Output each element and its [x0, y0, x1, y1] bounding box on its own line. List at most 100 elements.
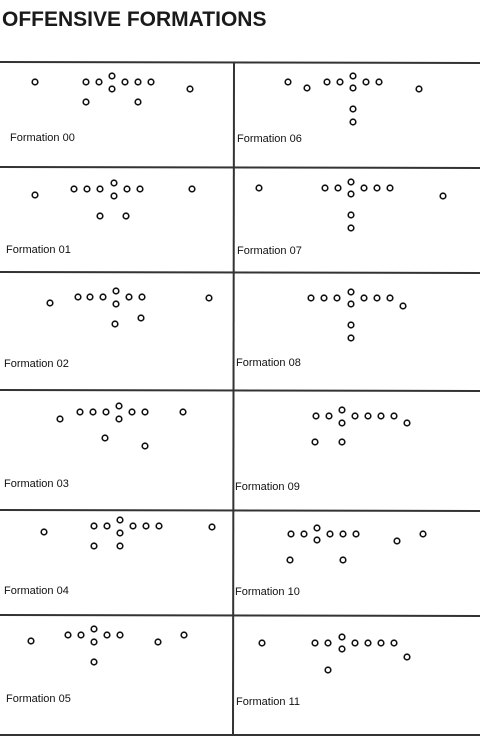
- player-marker: [89, 408, 97, 416]
- player-marker: [312, 412, 320, 420]
- player-marker: [320, 294, 328, 302]
- player-marker: [70, 185, 78, 193]
- player-marker: [90, 658, 98, 666]
- player-marker: [364, 412, 372, 420]
- player-marker: [108, 72, 116, 80]
- player-marker: [76, 408, 84, 416]
- player-marker: [122, 212, 130, 220]
- player-marker: [123, 185, 131, 193]
- player-marker: [134, 98, 142, 106]
- player-marker: [333, 294, 341, 302]
- page-title: OFFENSIVE FORMATIONS: [2, 8, 266, 31]
- rule: [0, 389, 480, 392]
- player-marker: [40, 528, 48, 536]
- player-marker: [284, 78, 292, 86]
- player-marker: [286, 556, 294, 564]
- player-marker: [112, 300, 120, 308]
- player-marker: [103, 522, 111, 530]
- player-marker: [313, 536, 321, 544]
- player-marker: [287, 530, 295, 538]
- player-marker: [258, 639, 266, 647]
- player-marker: [324, 639, 332, 647]
- player-marker: [103, 631, 111, 639]
- player-marker: [137, 314, 145, 322]
- player-marker: [112, 287, 120, 295]
- player-marker: [138, 293, 146, 301]
- player-marker: [179, 408, 187, 416]
- player-marker: [338, 438, 346, 446]
- rule: [0, 61, 480, 64]
- player-marker: [403, 653, 411, 661]
- player-marker: [255, 184, 263, 192]
- rule: [0, 509, 480, 512]
- column-divider: [232, 61, 235, 736]
- player-marker: [390, 412, 398, 420]
- formation-label: Formation 08: [236, 357, 301, 369]
- grid-lines: [0, 61, 480, 736]
- player-marker: [321, 184, 329, 192]
- player-marker: [393, 537, 401, 545]
- player-marker: [136, 185, 144, 193]
- player-marker: [364, 639, 372, 647]
- player-marker: [386, 294, 394, 302]
- player-marker: [339, 530, 347, 538]
- player-marker: [31, 78, 39, 86]
- player-marker: [373, 184, 381, 192]
- player-marker: [115, 402, 123, 410]
- player-marker: [351, 639, 359, 647]
- player-marker: [154, 638, 162, 646]
- player-marker: [125, 293, 133, 301]
- player-marker: [403, 419, 411, 427]
- player-marker: [338, 419, 346, 427]
- player-marker: [325, 412, 333, 420]
- player-marker: [110, 179, 118, 187]
- player-marker: [324, 666, 332, 674]
- player-marker: [300, 530, 308, 538]
- player-marker: [116, 631, 124, 639]
- player-marker: [116, 529, 124, 537]
- formation-label: Formation 03: [4, 478, 69, 490]
- player-marker: [349, 118, 357, 126]
- player-marker: [95, 78, 103, 86]
- player-marker: [102, 408, 110, 416]
- player-marker: [121, 78, 129, 86]
- player-marker: [349, 84, 357, 92]
- player-marker: [96, 185, 104, 193]
- player-marker: [188, 185, 196, 193]
- player-marker: [77, 631, 85, 639]
- player-marker: [386, 184, 394, 192]
- player-marker: [116, 516, 124, 524]
- player-marker: [31, 191, 39, 199]
- player-marker: [64, 631, 72, 639]
- player-marker: [336, 78, 344, 86]
- player-marker: [347, 211, 355, 219]
- formation-label: Formation 10: [235, 586, 300, 598]
- player-marker: [362, 78, 370, 86]
- rule: [0, 614, 480, 617]
- player-marker: [377, 412, 385, 420]
- player-marker: [323, 78, 331, 86]
- formation-label: Formation 06: [237, 133, 302, 145]
- formation-label: Formation 05: [6, 693, 71, 705]
- player-marker: [141, 442, 149, 450]
- rule: [0, 166, 480, 169]
- player-marker: [115, 415, 123, 423]
- player-marker: [303, 84, 311, 92]
- player-marker: [96, 212, 104, 220]
- player-marker: [110, 192, 118, 200]
- player-marker: [82, 98, 90, 106]
- player-marker: [415, 85, 423, 93]
- player-marker: [360, 184, 368, 192]
- player-marker: [186, 85, 194, 93]
- player-marker: [134, 78, 142, 86]
- formation-label: Formation 00: [10, 132, 75, 144]
- player-marker: [116, 542, 124, 550]
- player-marker: [90, 542, 98, 550]
- formation-label: Formation 07: [237, 245, 302, 257]
- player-marker: [377, 639, 385, 647]
- player-marker: [90, 625, 98, 633]
- player-marker: [155, 522, 163, 530]
- player-marker: [101, 434, 109, 442]
- player-marker: [205, 294, 213, 302]
- player-marker: [439, 192, 447, 200]
